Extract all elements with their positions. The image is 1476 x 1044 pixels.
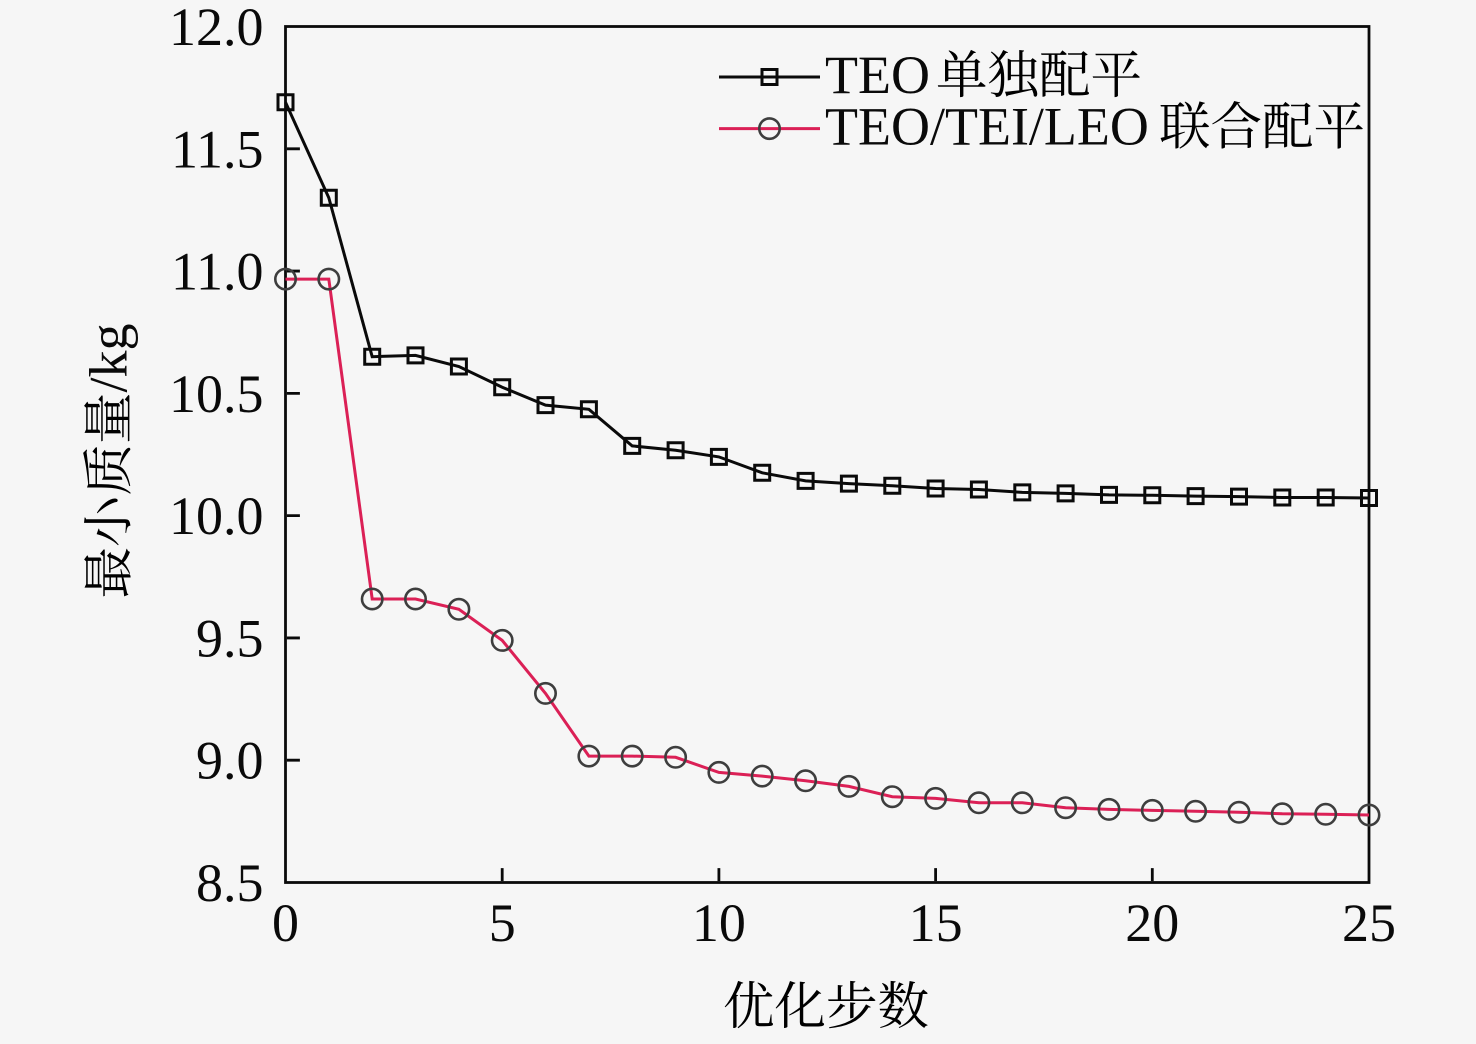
svg-text:8.5: 8.5 [196,853,264,913]
svg-text:10.0: 10.0 [169,486,264,546]
svg-text:9.0: 9.0 [196,731,264,791]
svg-text:TEO: TEO [825,45,930,105]
svg-text:/kg: /kg [79,323,139,392]
svg-text:11.0: 11.0 [171,242,264,302]
svg-text:10: 10 [692,893,746,953]
svg-text:12.0: 12.0 [169,0,264,57]
svg-text:10.5: 10.5 [169,364,264,424]
svg-text:9.5: 9.5 [196,608,264,668]
svg-text:0: 0 [272,893,299,953]
svg-text:TEO/TEI/LEO: TEO/TEI/LEO [825,97,1149,157]
svg-text:15: 15 [909,893,963,953]
svg-text:20: 20 [1125,893,1179,953]
svg-text:25: 25 [1342,893,1396,953]
svg-text:5: 5 [489,893,516,953]
svg-text:11.5: 11.5 [171,119,264,179]
